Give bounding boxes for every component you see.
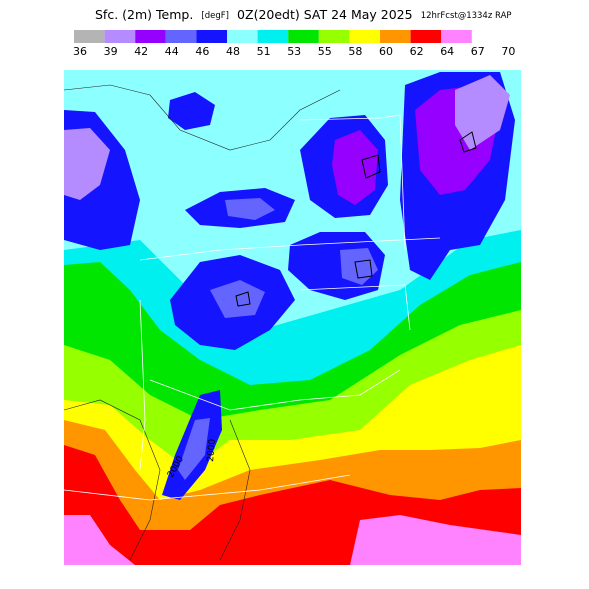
legend-label: 58: [348, 45, 362, 58]
legend-label: 67: [471, 45, 485, 58]
legend-label: 48: [226, 45, 240, 58]
legend-label: 44: [165, 45, 179, 58]
contour: [354, 259, 373, 279]
state-line: [299, 284, 411, 331]
legend-label: 55: [318, 45, 332, 58]
contour: [459, 131, 477, 153]
state-line: [139, 299, 146, 471]
state-line: [64, 474, 351, 501]
contour: [64, 399, 161, 561]
legend-swatch: [227, 30, 258, 43]
blob-pa-core: [340, 248, 378, 285]
field-64: [64, 515, 521, 565]
contour: [219, 419, 251, 561]
temperature-map: 2000 2000: [64, 70, 521, 565]
title: Sfc. (2m) Temp. [degF] 0Z(20edt) SAT 24 …: [95, 5, 512, 24]
legend-swatch: [410, 30, 442, 43]
contour: [64, 84, 341, 151]
blob-ohio-core: [210, 280, 265, 318]
state-line: [149, 369, 401, 411]
legend-label: 53: [287, 45, 301, 58]
legend-label: 39: [104, 45, 118, 58]
legend-swatch: [257, 30, 289, 43]
blob-maine: [455, 75, 510, 150]
legend-label: 64: [440, 45, 454, 58]
legend-swatch: [318, 30, 350, 43]
contour-label: 2000: [206, 438, 218, 462]
state-line: [139, 237, 441, 261]
legend-swatch: [196, 30, 227, 43]
legend-swatch: [74, 30, 105, 43]
legend-label: 46: [195, 45, 209, 58]
legend-swatch: [380, 30, 411, 43]
legend-label: 70: [501, 45, 515, 58]
legend-swatch: [165, 30, 197, 43]
contour: [235, 291, 251, 307]
legend-label: 36: [73, 45, 87, 58]
blob-appalachian-core: [178, 418, 210, 480]
legend-label: 51: [257, 45, 271, 58]
legend-swatch: [349, 30, 380, 43]
legend-swatch: [135, 30, 166, 43]
legend-label: 62: [410, 45, 424, 58]
state-line: [299, 114, 406, 251]
color-legend: 36 39 42 44 46 48 51 53 55 58 60 62 64 67 70: [73, 30, 515, 58]
legend-label: 42: [134, 45, 148, 58]
legend-swatch: [104, 30, 136, 43]
contour: [361, 154, 381, 179]
blob-north-left-core: [64, 128, 110, 200]
blob-mich-core: [225, 198, 275, 220]
blob-ny-core: [332, 130, 378, 205]
blob-ontario: [168, 92, 215, 130]
legend-swatch: [441, 30, 472, 43]
legend-swatch: [288, 30, 319, 43]
legend-label: 60: [379, 45, 393, 58]
